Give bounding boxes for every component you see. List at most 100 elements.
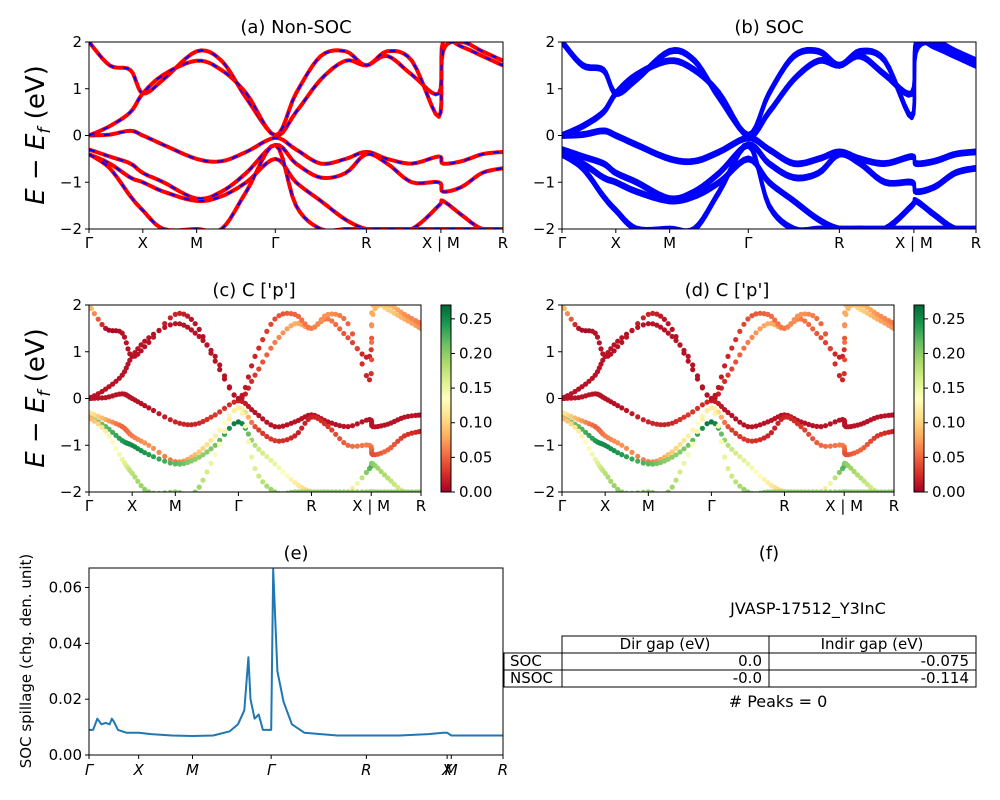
panel-d-xtick-label: Γ	[558, 497, 567, 515]
nsoc-band-dash-4	[89, 42, 503, 137]
panel-d-point	[729, 446, 735, 452]
panel-d-point	[749, 313, 755, 319]
panel-d-point	[851, 468, 857, 475]
panel-c-point	[260, 430, 266, 436]
panel-c-point	[162, 458, 168, 464]
panel-d-point	[615, 450, 621, 456]
panel-c-point	[172, 461, 178, 467]
panel-c-point	[363, 373, 369, 379]
panel-d-point	[757, 326, 763, 332]
panel-d-point	[564, 418, 571, 424]
panel-c-point	[99, 321, 105, 328]
panel-d-point	[619, 452, 625, 458]
panel-c-point	[200, 452, 206, 458]
panel-d-point	[722, 407, 728, 413]
panel-c-point	[188, 454, 194, 460]
panel-d-point	[757, 310, 763, 316]
panel-c-point	[381, 472, 388, 478]
panel-d-point	[715, 384, 722, 391]
panel-c-point	[167, 489, 173, 492]
panel-d-point	[733, 416, 739, 422]
panel-d-point	[878, 313, 884, 319]
panel-c-point	[341, 330, 347, 337]
panel-d-point	[677, 342, 683, 348]
panel-d-point	[741, 486, 747, 492]
yaxis-label-row1: E − Ef (eV)	[21, 65, 55, 205]
panel-c-point	[125, 361, 131, 367]
panel-c-point	[245, 414, 251, 420]
panel-c-point	[337, 489, 343, 492]
panel-d-point	[882, 320, 888, 326]
panel-d-point	[842, 339, 848, 345]
panel-c-point	[345, 489, 351, 492]
panel-d-point	[810, 489, 816, 492]
panel-c-point	[177, 310, 183, 316]
cbar-c-tick-label: 0.00	[459, 483, 492, 501]
panel-d-point	[619, 339, 625, 345]
panel-d-point	[654, 421, 660, 427]
spillage-line	[89, 568, 503, 737]
panel-d-point	[818, 424, 824, 430]
panel-d-point	[802, 427, 808, 433]
panel-c-axes-box	[88, 304, 422, 493]
panel-d-point	[615, 338, 621, 344]
panel-d-point	[806, 431, 812, 437]
panel-d-ytick-label: −2	[533, 483, 555, 501]
panel-c-point	[231, 392, 237, 398]
panel-c-point	[142, 403, 148, 409]
panel-d-point	[827, 346, 833, 352]
panel-c-point	[388, 478, 394, 484]
table-header-dir: Dir gap (eV)	[620, 635, 711, 653]
panel-d-point	[814, 315, 820, 322]
panel-e-xtick-label: R	[361, 761, 371, 779]
panel-b-xtick-label: X	[611, 234, 621, 252]
panel-d-xtick-label: X	[600, 497, 610, 515]
panel-c-point	[370, 311, 376, 317]
panel-c-point	[192, 321, 198, 327]
panel-c-point	[204, 342, 210, 348]
panel-c-title: (c) C ['p']	[212, 280, 295, 301]
panel-c-point	[188, 316, 194, 322]
panel-d-point	[596, 365, 602, 371]
panel-c-point	[418, 428, 421, 434]
panel-c-point	[388, 445, 394, 451]
panel-d-ytick-label: −1	[533, 436, 555, 454]
panel-d-point	[673, 337, 679, 344]
panel-c-point	[226, 384, 232, 390]
yaxis-label-row2: E − Ef (eV)	[21, 328, 55, 468]
panel-d-ytick-label: 1	[545, 343, 555, 361]
panel-d-point	[810, 436, 816, 442]
panel-d-point	[665, 489, 671, 492]
panel-c-point	[208, 347, 214, 353]
panel-d-point	[841, 347, 847, 353]
panel-c-point	[359, 419, 365, 425]
panel-c-point	[349, 331, 356, 337]
panel-d-point	[741, 436, 747, 442]
panel-c-point	[260, 450, 266, 456]
panel-a-title: (a) Non-SOC	[240, 17, 351, 38]
panel-c-point	[256, 366, 262, 372]
panel-e-ytick-label: 0.04	[49, 634, 82, 652]
panel-d-point	[568, 391, 574, 397]
panel-d-point	[663, 491, 666, 492]
panel-d-point	[772, 425, 778, 431]
panel-c-point	[127, 357, 133, 363]
panel-c-point	[204, 442, 210, 448]
panel-d-point	[681, 347, 687, 353]
panel-e-xtick-label: X	[133, 761, 145, 779]
panel-c-point	[329, 427, 335, 433]
panel-d-point	[640, 417, 646, 423]
panel-c-point	[135, 478, 141, 484]
panel-d-point	[822, 340, 829, 346]
panel-a-ytick-label: −1	[60, 173, 82, 191]
panel-c-point	[337, 312, 343, 319]
panel-d-point	[665, 456, 671, 462]
panel-c-point	[162, 414, 168, 420]
panel-d-point	[685, 353, 691, 359]
panel-d-point	[864, 481, 870, 487]
panel-c-point	[196, 326, 202, 332]
panel-c-point	[167, 417, 173, 423]
table-header-indir: Indir gap (eV)	[821, 635, 924, 653]
panel-d-point	[669, 333, 675, 340]
